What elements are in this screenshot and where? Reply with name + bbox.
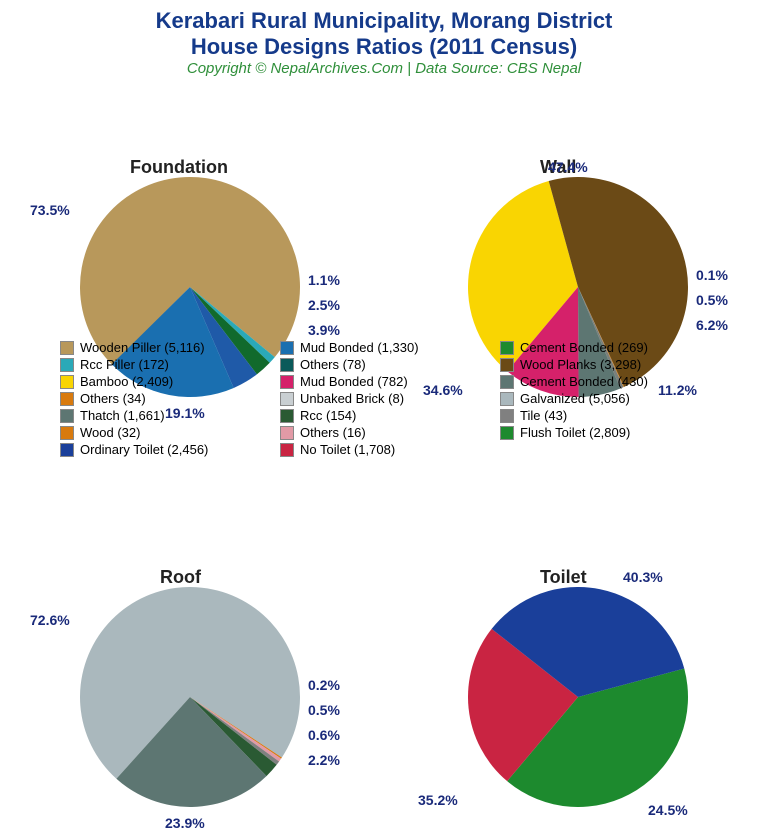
legend-item: Rcc Piller (172) <box>60 357 270 372</box>
legend-label: Unbaked Brick (8) <box>300 391 404 406</box>
foundation-slice-label: 2.5% <box>308 297 340 313</box>
legend-label: Others (16) <box>300 425 366 440</box>
legend-swatch <box>60 392 74 406</box>
legend-item: Wood Planks (3,298) <box>500 357 710 372</box>
legend-item: Others (16) <box>280 425 490 440</box>
roof-pie <box>80 587 300 807</box>
legend-label: Bamboo (2,409) <box>80 374 173 389</box>
legend-swatch <box>60 443 74 457</box>
legend-label: Others (34) <box>80 391 146 406</box>
legend-label: No Toilet (1,708) <box>300 442 395 457</box>
legend-swatch <box>500 375 514 389</box>
legend-label: Rcc (154) <box>300 408 356 423</box>
legend-label: Cement Bonded (269) <box>520 340 648 355</box>
legend-item: Wood (32) <box>60 425 270 440</box>
toilet-pie <box>468 587 688 807</box>
title-line-1: Kerabari Rural Municipality, Morang Dist… <box>0 8 768 34</box>
roof-slice-label: 72.6% <box>30 612 70 628</box>
legend-label: Others (78) <box>300 357 366 372</box>
legend-swatch <box>500 426 514 440</box>
legend-item: Others (34) <box>60 391 270 406</box>
wall-slice-label: 47.4% <box>548 159 588 175</box>
foundation-slice-label: 1.1% <box>308 272 340 288</box>
roof-slice-label: 2.2% <box>308 752 340 768</box>
legend-label: Flush Toilet (2,809) <box>520 425 630 440</box>
foundation-slice-label: 73.5% <box>30 202 70 218</box>
legend-swatch <box>280 375 294 389</box>
legend-item: Unbaked Brick (8) <box>280 391 490 406</box>
legend-item: Tile (43) <box>500 408 710 423</box>
legend-item: Cement Bonded (269) <box>500 340 710 355</box>
legend-label: Rcc Piller (172) <box>80 357 169 372</box>
legend-item: Others (78) <box>280 357 490 372</box>
toilet-chart-title: Toilet <box>540 567 587 588</box>
legend-item: No Toilet (1,708) <box>280 442 490 457</box>
legend-label: Ordinary Toilet (2,456) <box>80 442 208 457</box>
toilet-slice-label: 40.3% <box>623 569 663 585</box>
legend-label: Wood Planks (3,298) <box>520 357 641 372</box>
legend-swatch <box>280 358 294 372</box>
legend-label: Cement Bonded (430) <box>520 374 648 389</box>
legend-item: Mud Bonded (1,330) <box>280 340 490 355</box>
legend-item: Mud Bonded (782) <box>280 374 490 389</box>
legend-label: Mud Bonded (1,330) <box>300 340 419 355</box>
wall-slice-label: 6.2% <box>696 317 728 333</box>
legend-swatch <box>280 426 294 440</box>
legend-swatch <box>60 358 74 372</box>
foundation-slice-label: 3.9% <box>308 322 340 338</box>
legend-item: Cement Bonded (430) <box>500 374 710 389</box>
legend-swatch <box>280 409 294 423</box>
legend-label: Wooden Piller (5,116) <box>80 340 205 355</box>
legend-swatch <box>500 409 514 423</box>
roof-slice-label: 0.5% <box>308 702 340 718</box>
subtitle: Copyright © NepalArchives.Com | Data Sou… <box>0 60 768 77</box>
foundation-chart-title: Foundation <box>130 157 228 178</box>
title-block: Kerabari Rural Municipality, Morang Dist… <box>0 0 768 77</box>
legend-item: Bamboo (2,409) <box>60 374 270 389</box>
roof-slice-label: 0.6% <box>308 727 340 743</box>
legend-swatch <box>500 341 514 355</box>
legend-item: Flush Toilet (2,809) <box>500 425 710 440</box>
roof-chart-title: Roof <box>160 567 201 588</box>
legend-label: Galvanized (5,056) <box>520 391 630 406</box>
legend-swatch <box>280 341 294 355</box>
roof-slice-label: 0.2% <box>308 677 340 693</box>
legend-item: Thatch (1,661) <box>60 408 270 423</box>
legend-label: Thatch (1,661) <box>80 408 165 423</box>
toilet-slice-label: 35.2% <box>418 792 458 808</box>
legend-label: Mud Bonded (782) <box>300 374 408 389</box>
legend-label: Wood (32) <box>80 425 140 440</box>
legend-item: Ordinary Toilet (2,456) <box>60 442 270 457</box>
legend-swatch <box>60 375 74 389</box>
legend-swatch <box>500 358 514 372</box>
toilet-slice-label: 24.5% <box>648 802 688 818</box>
legend-item: Wooden Piller (5,116) <box>60 340 270 355</box>
legend-swatch <box>60 409 74 423</box>
legend-swatch <box>500 392 514 406</box>
roof-slice-label: 23.9% <box>165 815 205 831</box>
wall-slice-label: 0.5% <box>696 292 728 308</box>
title-line-2: House Designs Ratios (2011 Census) <box>0 34 768 60</box>
legend: Wooden Piller (5,116) Mud Bonded (1,330) C… <box>60 340 710 457</box>
legend-swatch <box>280 392 294 406</box>
legend-item: Rcc (154) <box>280 408 490 423</box>
legend-item: Galvanized (5,056) <box>500 391 710 406</box>
legend-swatch <box>60 341 74 355</box>
wall-slice-label: 0.1% <box>696 267 728 283</box>
legend-label: Tile (43) <box>520 408 567 423</box>
legend-swatch <box>280 443 294 457</box>
legend-swatch <box>60 426 74 440</box>
